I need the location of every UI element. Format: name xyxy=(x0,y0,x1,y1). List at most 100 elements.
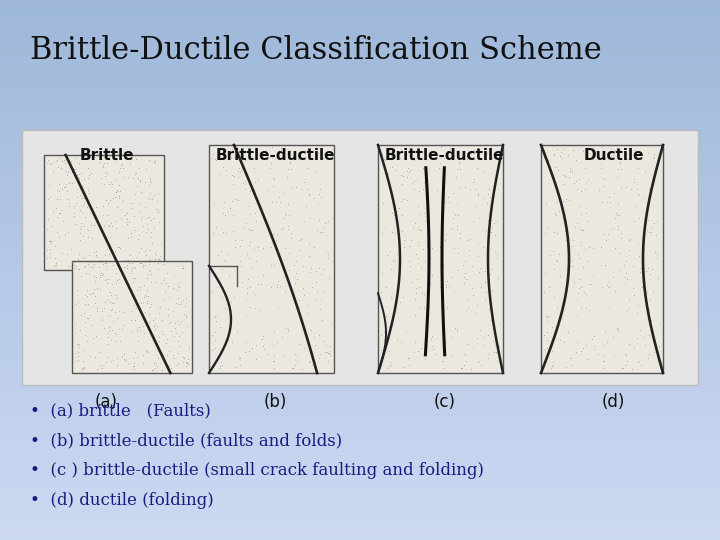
Point xyxy=(163,362,174,370)
Point xyxy=(43,236,55,245)
Point xyxy=(269,154,281,163)
Point xyxy=(475,283,487,292)
Point xyxy=(104,274,115,283)
Point xyxy=(645,227,657,236)
Point xyxy=(139,247,150,255)
Point xyxy=(410,289,421,298)
Point xyxy=(478,168,490,177)
Point xyxy=(104,222,115,231)
Point xyxy=(471,334,482,342)
Point xyxy=(133,247,145,256)
Point xyxy=(51,156,63,165)
Point xyxy=(574,202,585,211)
Point xyxy=(490,248,501,256)
Point xyxy=(404,262,415,271)
Point xyxy=(296,185,307,194)
Point xyxy=(271,280,282,289)
Point xyxy=(436,181,447,190)
Bar xyxy=(0,308,720,313)
Point xyxy=(127,264,138,273)
Point xyxy=(107,261,119,269)
Bar xyxy=(0,216,720,221)
Point xyxy=(88,272,99,281)
Point xyxy=(302,185,313,193)
Point xyxy=(143,309,155,318)
Point xyxy=(320,248,332,256)
Point xyxy=(90,246,102,255)
Point xyxy=(116,154,127,163)
Point xyxy=(302,309,313,318)
Point xyxy=(391,207,402,215)
Point xyxy=(95,174,107,183)
Point xyxy=(421,280,433,288)
Point xyxy=(41,253,53,262)
Point xyxy=(425,335,436,343)
Point xyxy=(420,256,431,265)
Point xyxy=(552,256,563,265)
Point xyxy=(50,259,62,268)
Point xyxy=(134,259,145,268)
Point xyxy=(473,268,485,276)
Point xyxy=(540,268,552,277)
Point xyxy=(233,354,244,362)
Point xyxy=(226,144,238,153)
Bar xyxy=(0,302,720,308)
Point xyxy=(143,156,155,164)
Point xyxy=(217,163,229,171)
Point xyxy=(567,146,578,154)
Point xyxy=(107,316,119,325)
Point xyxy=(103,221,114,230)
Point xyxy=(379,313,390,321)
Point xyxy=(137,262,148,271)
Point xyxy=(47,206,58,215)
Point xyxy=(589,345,600,353)
Bar xyxy=(0,313,720,319)
Bar xyxy=(0,351,720,356)
Point xyxy=(243,225,254,233)
Point xyxy=(454,165,466,173)
Point xyxy=(558,338,570,346)
Point xyxy=(573,175,585,184)
Point xyxy=(130,168,142,177)
Point xyxy=(598,356,610,365)
Point xyxy=(149,363,161,372)
Bar xyxy=(0,65,720,70)
Point xyxy=(446,351,458,360)
Point xyxy=(135,298,147,307)
Bar xyxy=(22,130,698,385)
Point xyxy=(556,148,567,157)
Point xyxy=(393,204,405,213)
Point xyxy=(389,145,400,153)
Bar xyxy=(0,292,720,297)
Point xyxy=(90,202,102,211)
Point xyxy=(318,336,330,345)
Bar xyxy=(0,43,720,49)
Point xyxy=(82,173,94,182)
Bar xyxy=(0,459,720,464)
Point xyxy=(587,335,598,343)
Point xyxy=(631,334,643,342)
Point xyxy=(472,191,484,200)
Point xyxy=(93,263,104,272)
Point xyxy=(634,356,645,365)
Point xyxy=(314,190,325,198)
Point xyxy=(633,252,644,260)
Point xyxy=(56,248,68,257)
Point xyxy=(580,208,592,217)
Point xyxy=(599,328,611,336)
Point xyxy=(539,228,551,237)
Point xyxy=(419,216,431,225)
Bar xyxy=(0,243,720,248)
Point xyxy=(117,198,128,206)
Point xyxy=(580,164,591,173)
Point xyxy=(482,330,494,339)
Point xyxy=(398,235,410,244)
Point xyxy=(104,195,115,204)
Bar xyxy=(0,502,720,508)
Point xyxy=(377,268,388,277)
Point xyxy=(41,158,53,167)
Point xyxy=(237,278,248,286)
Point xyxy=(418,304,430,313)
Point xyxy=(395,197,406,206)
Point xyxy=(146,194,158,203)
